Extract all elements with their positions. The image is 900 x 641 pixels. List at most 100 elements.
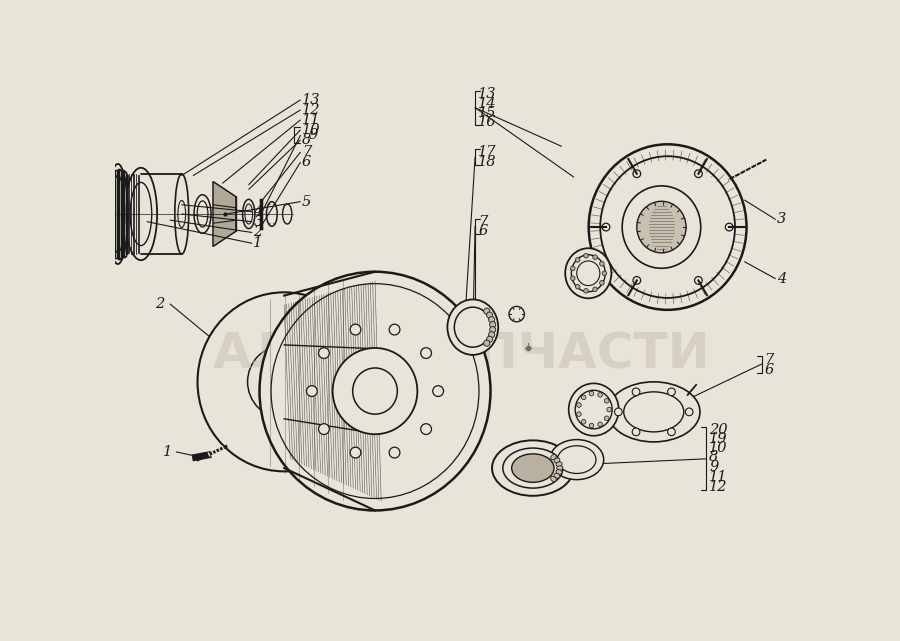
Ellipse shape bbox=[569, 383, 618, 436]
Ellipse shape bbox=[554, 458, 560, 463]
Text: 7: 7 bbox=[302, 146, 311, 160]
Ellipse shape bbox=[447, 299, 499, 355]
Text: 5: 5 bbox=[302, 195, 311, 209]
Ellipse shape bbox=[608, 382, 700, 442]
Text: 4: 4 bbox=[777, 272, 787, 286]
Text: 2: 2 bbox=[254, 226, 263, 240]
Ellipse shape bbox=[178, 201, 185, 228]
Ellipse shape bbox=[512, 454, 554, 482]
Circle shape bbox=[483, 340, 490, 346]
Text: 6: 6 bbox=[765, 363, 774, 376]
Text: 12: 12 bbox=[302, 103, 320, 117]
Circle shape bbox=[489, 331, 495, 338]
Circle shape bbox=[483, 308, 490, 314]
Text: 2: 2 bbox=[155, 297, 164, 311]
Circle shape bbox=[632, 388, 640, 395]
Ellipse shape bbox=[551, 454, 556, 460]
Ellipse shape bbox=[556, 462, 562, 467]
Circle shape bbox=[604, 416, 609, 420]
Circle shape bbox=[633, 170, 641, 178]
Text: 9: 9 bbox=[308, 128, 318, 142]
Circle shape bbox=[695, 276, 702, 284]
Ellipse shape bbox=[125, 168, 158, 260]
Circle shape bbox=[575, 258, 580, 262]
Text: 9: 9 bbox=[709, 460, 718, 474]
Circle shape bbox=[350, 447, 361, 458]
Circle shape bbox=[577, 412, 581, 417]
Text: 14: 14 bbox=[478, 97, 497, 111]
Circle shape bbox=[602, 223, 610, 231]
Text: 12: 12 bbox=[709, 480, 728, 494]
Ellipse shape bbox=[197, 292, 371, 471]
Circle shape bbox=[577, 403, 581, 407]
Ellipse shape bbox=[283, 204, 292, 224]
Ellipse shape bbox=[503, 448, 562, 488]
Ellipse shape bbox=[130, 183, 152, 246]
Ellipse shape bbox=[577, 261, 599, 286]
Polygon shape bbox=[213, 181, 237, 246]
Circle shape bbox=[584, 253, 589, 258]
Text: АЛФА-ЗАПЧАСТИ: АЛФА-ЗАПЧАСТИ bbox=[212, 330, 710, 378]
Circle shape bbox=[695, 170, 702, 178]
Circle shape bbox=[433, 386, 444, 397]
Circle shape bbox=[571, 266, 575, 271]
Text: 10: 10 bbox=[709, 441, 728, 455]
Circle shape bbox=[604, 399, 609, 403]
Text: 11: 11 bbox=[709, 470, 728, 485]
Circle shape bbox=[593, 287, 598, 292]
Circle shape bbox=[319, 424, 329, 435]
Text: 19: 19 bbox=[709, 432, 728, 446]
Circle shape bbox=[420, 424, 431, 435]
Ellipse shape bbox=[589, 144, 746, 310]
Text: 8: 8 bbox=[302, 133, 311, 147]
Ellipse shape bbox=[266, 202, 277, 226]
Ellipse shape bbox=[622, 186, 701, 269]
Circle shape bbox=[725, 223, 734, 231]
Polygon shape bbox=[621, 390, 687, 433]
Ellipse shape bbox=[551, 476, 556, 481]
Ellipse shape bbox=[333, 348, 418, 434]
Ellipse shape bbox=[557, 466, 562, 470]
Circle shape bbox=[307, 386, 318, 397]
Circle shape bbox=[389, 324, 400, 335]
Circle shape bbox=[581, 395, 586, 399]
Text: 4: 4 bbox=[254, 204, 263, 219]
Ellipse shape bbox=[194, 195, 211, 233]
Text: 6: 6 bbox=[302, 155, 311, 169]
Ellipse shape bbox=[454, 307, 491, 347]
Ellipse shape bbox=[624, 392, 684, 432]
Ellipse shape bbox=[197, 201, 208, 227]
Circle shape bbox=[668, 428, 675, 436]
Text: 20: 20 bbox=[709, 422, 728, 437]
Ellipse shape bbox=[565, 248, 611, 298]
Circle shape bbox=[590, 423, 594, 428]
Ellipse shape bbox=[353, 368, 397, 414]
Ellipse shape bbox=[175, 174, 189, 254]
Circle shape bbox=[584, 288, 589, 293]
Text: 13: 13 bbox=[478, 87, 497, 101]
Circle shape bbox=[420, 347, 431, 358]
Circle shape bbox=[598, 422, 602, 426]
Circle shape bbox=[593, 255, 598, 260]
Circle shape bbox=[685, 408, 693, 416]
Text: 10: 10 bbox=[302, 123, 320, 137]
Ellipse shape bbox=[111, 176, 125, 253]
Circle shape bbox=[590, 391, 594, 396]
Text: 16: 16 bbox=[478, 115, 497, 129]
Circle shape bbox=[599, 281, 604, 285]
Circle shape bbox=[490, 327, 496, 333]
Circle shape bbox=[575, 285, 580, 289]
Circle shape bbox=[668, 388, 675, 395]
Ellipse shape bbox=[556, 470, 562, 474]
Circle shape bbox=[602, 271, 607, 276]
Ellipse shape bbox=[243, 199, 255, 229]
Text: 18: 18 bbox=[478, 155, 497, 169]
Text: 15: 15 bbox=[478, 106, 497, 120]
Circle shape bbox=[509, 306, 525, 322]
Circle shape bbox=[607, 407, 611, 412]
Circle shape bbox=[633, 276, 641, 284]
Circle shape bbox=[598, 392, 602, 397]
Ellipse shape bbox=[557, 445, 596, 474]
Ellipse shape bbox=[572, 254, 605, 292]
Circle shape bbox=[490, 322, 496, 328]
